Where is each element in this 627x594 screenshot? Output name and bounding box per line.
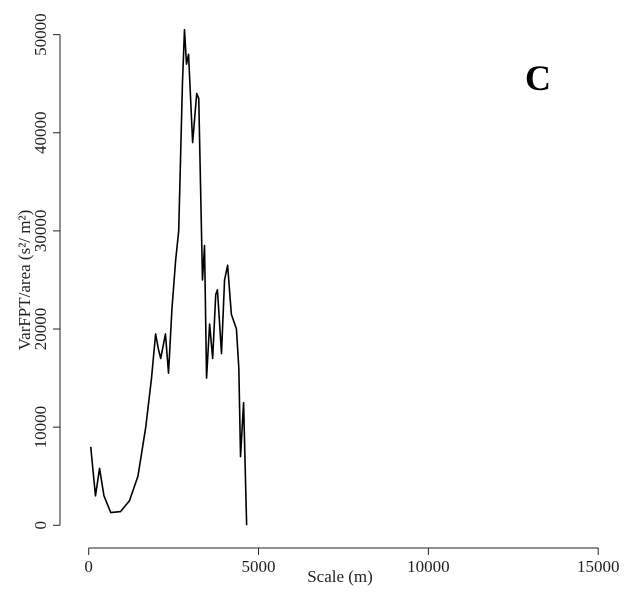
y-tick-label: 20000 [31,308,50,351]
y-tick-label: 30000 [31,210,50,253]
y-tick-label: 40000 [31,112,50,155]
panel-label: C [525,58,551,98]
x-tick-label: 0 [84,557,93,576]
x-tick-label: 15000 [577,557,620,576]
y-tick-label: 50000 [31,13,50,56]
data-line [89,28,248,526]
y-tick-label: 10000 [31,406,50,449]
x-axis-label: Scale (m) [307,567,373,586]
x-tick-label: 10000 [407,557,450,576]
y-tick-label: 0 [31,521,50,530]
y-axis-label: VarFPT/area (s²/ m²) [15,210,34,351]
x-tick-label: 5000 [242,557,276,576]
